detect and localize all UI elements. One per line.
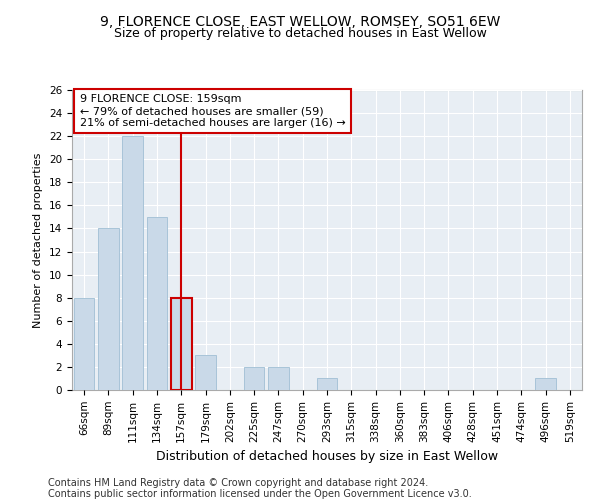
Bar: [146, 217, 167, 390]
Text: Size of property relative to detached houses in East Wellow: Size of property relative to detached ho…: [113, 28, 487, 40]
Y-axis label: Number of detached properties: Number of detached properties: [34, 152, 43, 328]
X-axis label: Distribution of detached houses by size in East Wellow: Distribution of detached houses by size …: [156, 450, 498, 463]
Bar: [535, 378, 556, 390]
Text: 9, FLORENCE CLOSE, EAST WELLOW, ROMSEY, SO51 6EW: 9, FLORENCE CLOSE, EAST WELLOW, ROMSEY, …: [100, 15, 500, 29]
Bar: [74, 298, 94, 390]
Text: Contains HM Land Registry data © Crown copyright and database right 2024.: Contains HM Land Registry data © Crown c…: [48, 478, 428, 488]
Text: 9 FLORENCE CLOSE: 159sqm
← 79% of detached houses are smaller (59)
21% of semi-d: 9 FLORENCE CLOSE: 159sqm ← 79% of detach…: [80, 94, 346, 128]
Bar: [268, 367, 289, 390]
Bar: [317, 378, 337, 390]
Text: Contains public sector information licensed under the Open Government Licence v3: Contains public sector information licen…: [48, 489, 472, 499]
Bar: [98, 228, 119, 390]
Bar: [171, 298, 191, 390]
Bar: [122, 136, 143, 390]
Bar: [244, 367, 265, 390]
Bar: [195, 356, 216, 390]
